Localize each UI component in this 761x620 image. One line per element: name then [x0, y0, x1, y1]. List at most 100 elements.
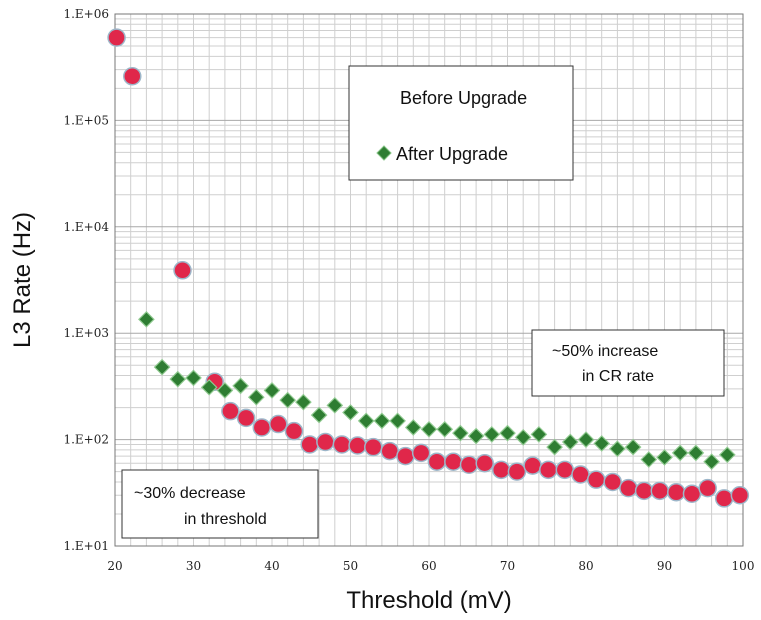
x-tick-label: 30 — [186, 559, 201, 573]
data-point-after — [389, 412, 406, 430]
data-point-after — [577, 431, 595, 448]
data-point-before — [348, 436, 367, 455]
data-point-before — [123, 66, 142, 86]
legend: Before Upgrade After Upgrade — [348, 65, 574, 181]
x-tick-label: 20 — [107, 559, 122, 573]
annotation-increase: ~50% increase in CR rate — [531, 329, 725, 397]
data-point-after — [342, 404, 359, 421]
data-point-before — [571, 465, 590, 484]
data-point-before — [650, 481, 670, 501]
data-point-after — [593, 435, 611, 452]
data-point-before — [236, 408, 256, 428]
data-point-before — [555, 460, 575, 480]
data-point-after — [718, 446, 736, 464]
x-tick-label: 60 — [421, 559, 436, 573]
data-point-after — [514, 428, 532, 446]
data-point-after — [153, 358, 171, 376]
data-point-after — [232, 377, 249, 395]
data-point-after — [499, 424, 516, 442]
data-point-before — [491, 460, 511, 480]
data-point-before — [523, 456, 542, 475]
legend-box — [348, 65, 574, 181]
data-point-after — [640, 451, 658, 468]
data-point-before — [269, 414, 288, 434]
series-after-upgrade — [138, 310, 736, 471]
data-point-after — [185, 369, 202, 387]
data-point-after — [295, 393, 312, 411]
legend-label-after: After Upgrade — [396, 144, 508, 164]
data-point-after — [452, 424, 469, 442]
data-point-after — [200, 378, 218, 396]
data-point-after — [404, 419, 422, 436]
data-point-before — [730, 485, 750, 505]
data-point-after — [357, 412, 375, 430]
data-point-after — [247, 388, 265, 406]
data-point-before — [284, 421, 304, 441]
data-point-before — [667, 483, 686, 502]
data-point-after — [546, 438, 563, 456]
data-point-before — [459, 455, 479, 475]
data-point-after — [169, 370, 187, 388]
data-point-before — [316, 432, 335, 452]
data-point-after — [138, 310, 155, 328]
data-point-before — [475, 453, 494, 473]
data-point-before — [682, 484, 702, 503]
data-point-before — [411, 443, 431, 463]
annotation-increase-line1: ~50% increase — [552, 343, 658, 360]
data-point-after — [326, 396, 344, 414]
data-point-after — [310, 406, 328, 424]
data-point-before — [173, 261, 192, 280]
data-point-before — [539, 460, 558, 480]
y-tick-label: 1.E+06 — [63, 7, 109, 21]
x-tick-label: 50 — [343, 559, 358, 573]
data-point-before — [221, 401, 240, 421]
data-point-before — [427, 452, 447, 471]
x-axis-ticks: 20 30 40 50 60 70 80 90 100 — [107, 559, 754, 573]
data-point-before — [603, 472, 622, 492]
data-point-after — [436, 420, 454, 438]
data-point-before — [364, 437, 383, 457]
x-tick-label: 40 — [264, 559, 279, 573]
legend-diamond-icon — [376, 145, 392, 161]
data-point-before — [107, 28, 126, 47]
data-point-after — [561, 433, 579, 451]
data-point-before — [252, 418, 272, 437]
x-tick-label: 90 — [657, 559, 672, 573]
y-tick-label: 1.E+03 — [63, 326, 109, 340]
x-axis-title: Threshold (mV) — [346, 587, 511, 614]
data-point-after — [687, 444, 705, 462]
data-point-before — [332, 435, 352, 454]
plot-frame — [114, 13, 744, 547]
data-point-after — [656, 449, 673, 466]
data-point-after — [671, 444, 689, 462]
y-axis-title: L3 Rate (Hz) — [9, 212, 36, 348]
data-point-before — [300, 435, 319, 454]
annotation-increase-line2: in CR rate — [582, 368, 654, 385]
y-tick-label: 1.E+02 — [63, 433, 109, 447]
data-point-after — [467, 427, 485, 445]
data-point-after — [216, 382, 234, 399]
data-point-before — [586, 470, 606, 489]
data-point-after — [373, 412, 391, 430]
data-point-after — [609, 440, 626, 458]
annotation-decrease: ~30% decrease in threshold — [121, 469, 319, 539]
y-axis-ticks: 1.E+01 1.E+02 1.E+03 1.E+04 1.E+05 1.E+06 — [63, 7, 109, 553]
data-point-after — [530, 426, 548, 443]
x-tick-label: 70 — [500, 559, 515, 573]
data-point-after — [279, 391, 297, 409]
data-point-before — [380, 441, 399, 461]
data-point-before — [444, 452, 463, 471]
data-point-after — [483, 426, 501, 443]
data-point-after — [263, 382, 281, 399]
series-before-upgrade — [107, 28, 750, 508]
y-tick-label: 1.E+05 — [63, 113, 109, 127]
data-point-before — [396, 446, 415, 466]
data-point-before — [634, 481, 654, 501]
annotation-decrease-box — [121, 469, 319, 539]
annotation-increase-box — [531, 329, 725, 397]
annotation-decrease-line2: in threshold — [184, 511, 267, 528]
x-tick-label: 100 — [732, 559, 755, 573]
y-tick-label: 1.E+01 — [63, 539, 109, 553]
data-point-before — [698, 478, 717, 498]
